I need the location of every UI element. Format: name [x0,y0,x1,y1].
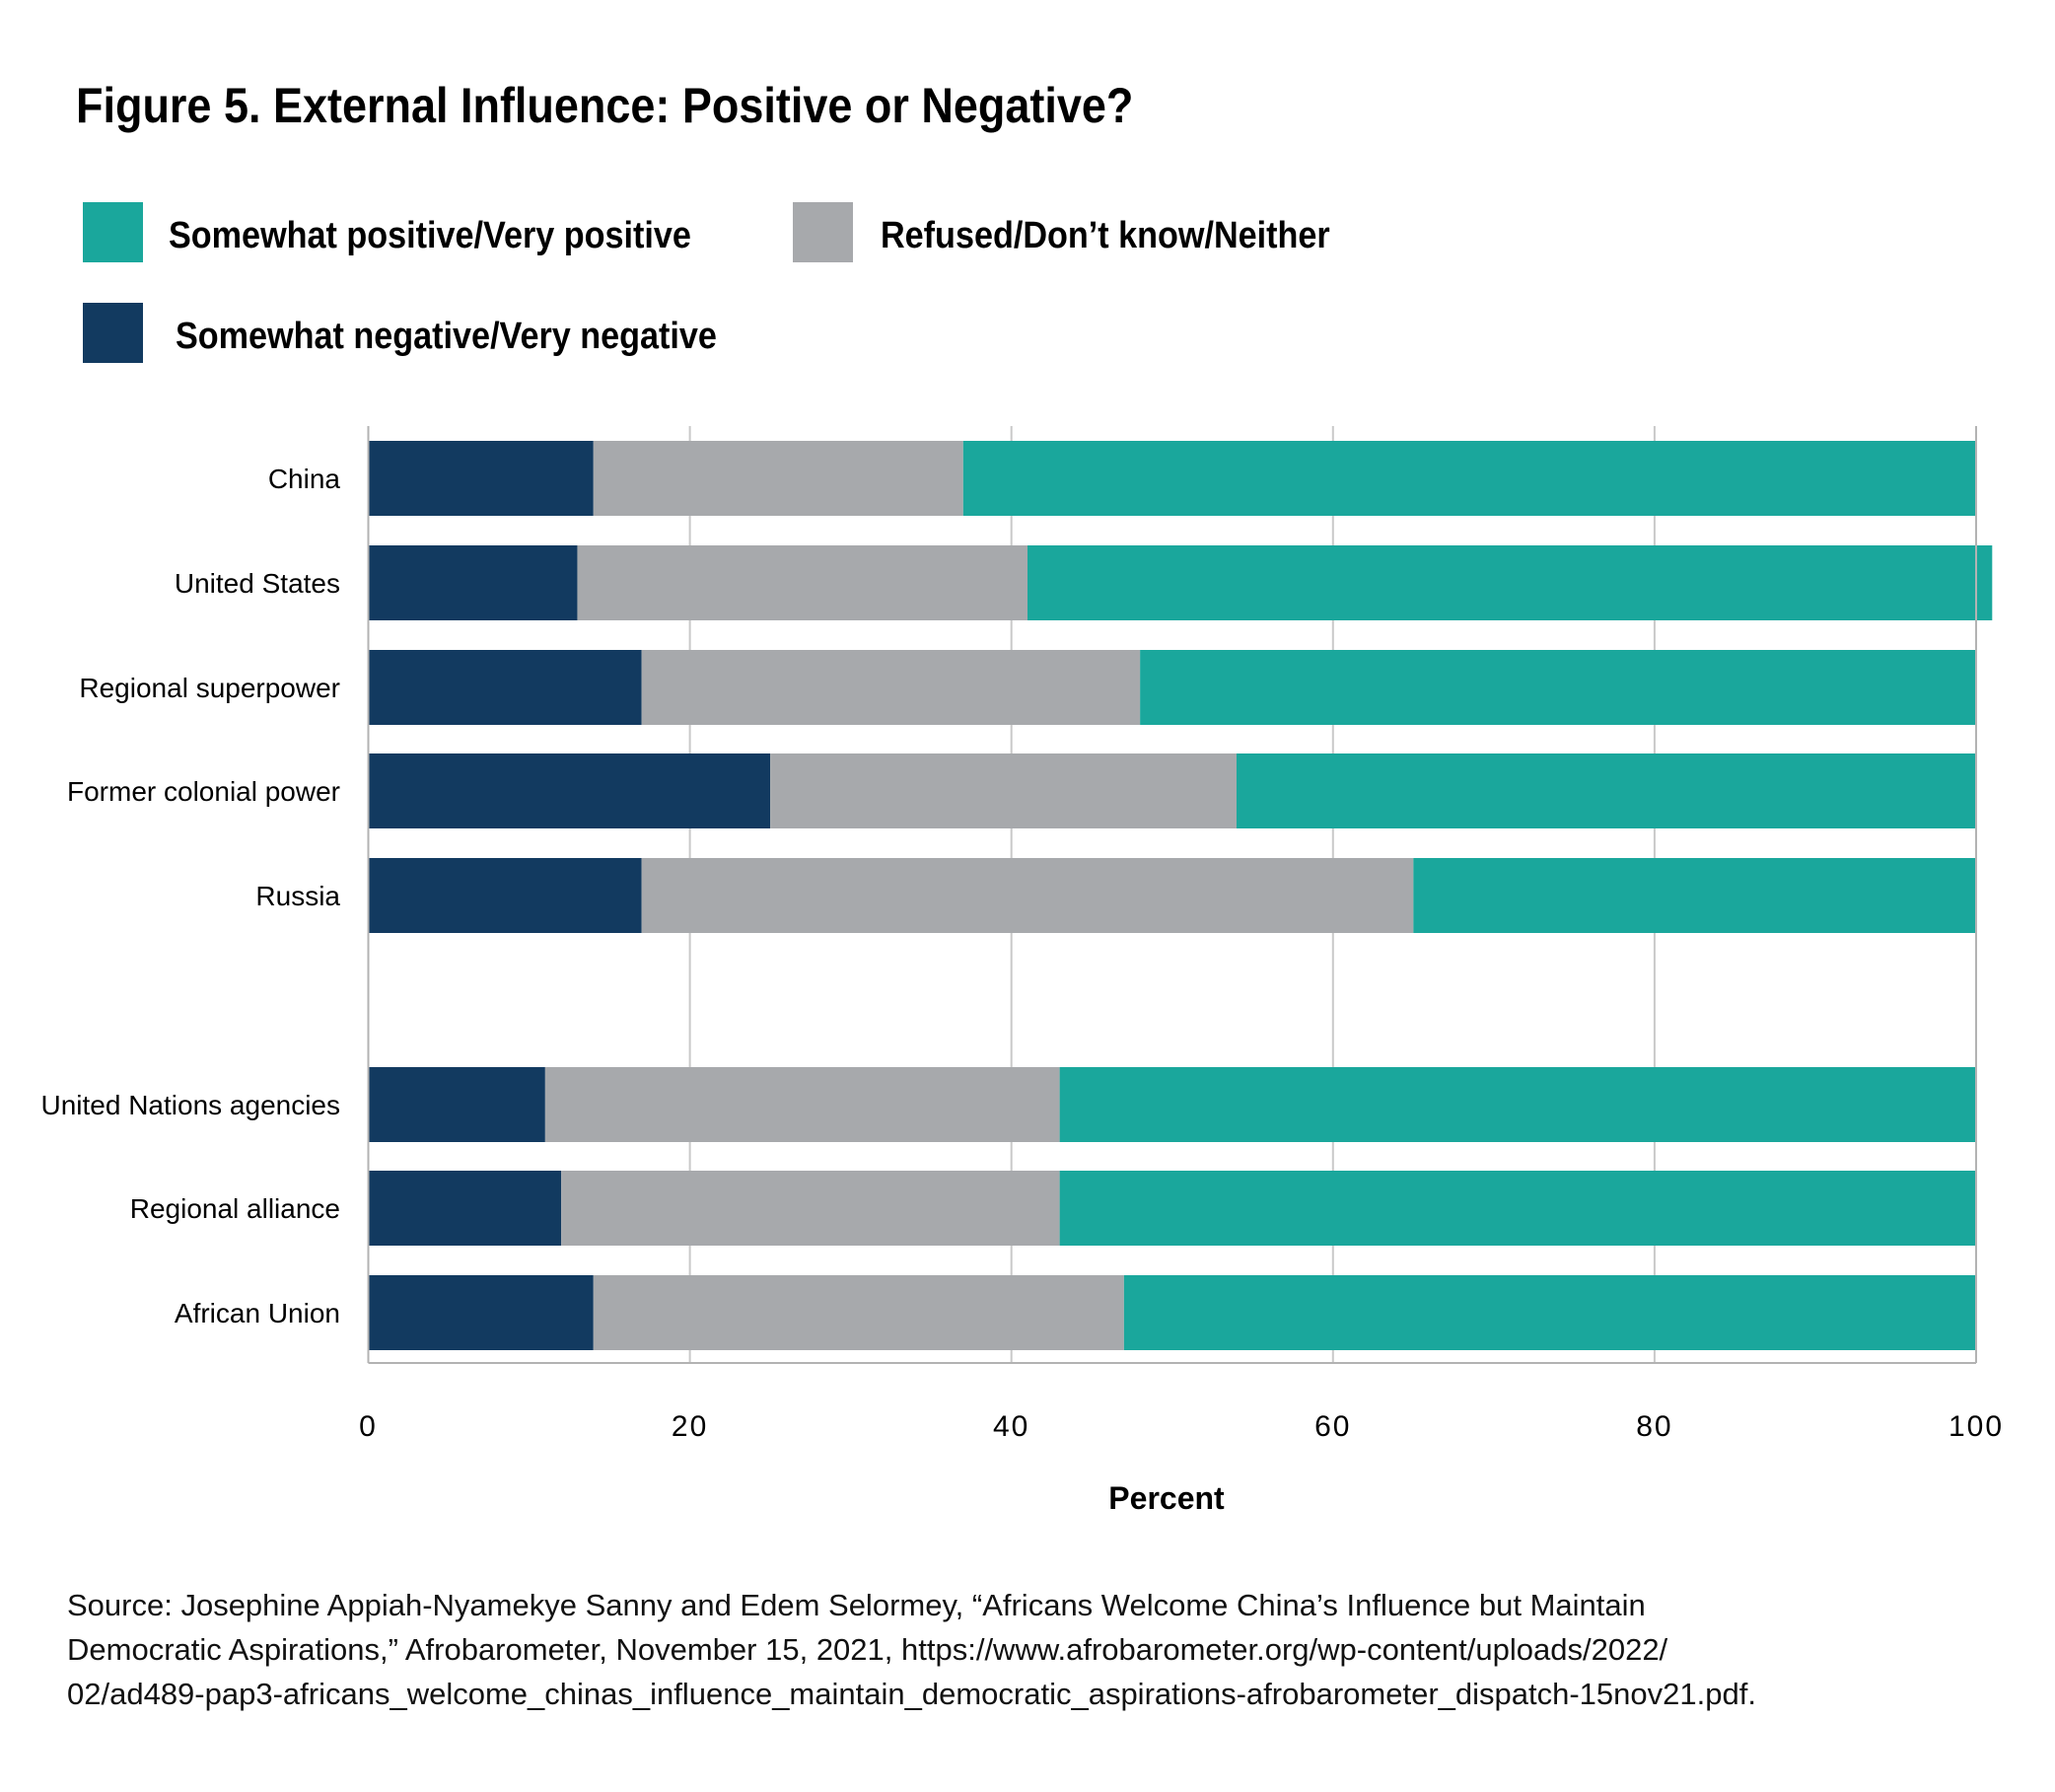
bar-segment-somewhat-negative [368,1067,545,1142]
x-tick-label: 20 [672,1410,708,1443]
bar-segment-somewhat-negative [368,545,578,620]
bar-segment-somewhat-positive [1059,1171,1976,1246]
legend-label-negative: Somewhat negative/Very negative [176,314,717,356]
category-label: Regional superpower [79,673,340,703]
category-label: African Union [175,1298,340,1328]
bar-segment-somewhat-negative [368,1171,562,1246]
category-label: Regional alliance [130,1193,340,1224]
bar-segment-somewhat-positive [1140,650,1976,725]
category-labels: China United States Regional superpower For… [40,464,340,1328]
bar-segment-somewhat-positive [1413,858,1976,933]
legend-item-neither: Refused/Don’t know/Neither [793,202,1330,262]
bar-row [368,441,1977,516]
bar-segment-somewhat-negative [368,1275,594,1350]
bar-segment-somewhat-negative [368,441,594,516]
chart-title: Figure 5. External Influence: Positive o… [76,79,1133,134]
category-label: United States [175,568,340,599]
bar-segment-somewhat-negative [368,858,642,933]
bar-segment-refused [577,545,1028,620]
legend-swatch-negative [83,303,143,363]
legend-item-positive: Somewhat positive/Very positive [83,202,691,262]
legend-swatch-positive [83,202,143,262]
bar-segment-somewhat-negative [368,753,771,828]
bar-segment-refused [641,650,1141,725]
source-line-1: Source: Josephine Appiah-Nyamekye Sanny … [67,1588,1646,1622]
bar-row [368,545,1993,620]
bar-row [368,650,1976,725]
bar-segment-refused [770,753,1237,828]
bar-segment-refused [561,1171,1060,1246]
legend: Somewhat positive/Very positive Refused/… [83,202,1330,363]
bar-segment-refused [641,858,1414,933]
category-label: China [268,464,341,494]
bar-row [368,858,1976,933]
x-tick-label: 60 [1314,1410,1351,1443]
bar-segment-somewhat-positive [1236,753,1976,828]
bar-segment-somewhat-positive [1028,545,1993,620]
category-label: United Nations agencies [40,1090,340,1120]
bars [368,441,1993,1350]
bar-segment-somewhat-positive [1123,1275,1976,1350]
bar-row [368,1067,1976,1142]
bar-segment-refused [593,1275,1124,1350]
bar-segment-refused [544,1067,1060,1142]
x-tick-label: 80 [1636,1410,1672,1443]
bar-segment-somewhat-positive [962,441,1977,516]
legend-label-neither: Refused/Don’t know/Neither [881,213,1330,255]
axes [367,426,1977,1364]
source-note: Source: Josephine Appiah-Nyamekye Sanny … [67,1588,1756,1711]
x-tick-labels: 0 20 40 60 80 100 [359,1410,2004,1443]
bar-segment-somewhat-positive [1059,1067,1976,1142]
legend-item-negative: Somewhat negative/Very negative [83,303,717,363]
x-tick-label: 100 [1949,1410,2004,1443]
bar-segment-somewhat-negative [368,650,642,725]
x-axis-title: Percent [1108,1480,1225,1516]
bar-row [368,753,1976,828]
bar-segment-refused [593,441,963,516]
category-label: Former colonial power [67,776,340,807]
bar-row [368,1275,1976,1350]
legend-swatch-neither [793,202,853,262]
category-label: Russia [255,881,340,911]
bar-row [368,1171,1976,1246]
source-line-3: 02/ad489-pap3-africans_welcome_chinas_in… [67,1677,1756,1711]
source-line-2: Democratic Aspirations,” Afrobarometer, … [67,1632,1668,1667]
x-tick-label: 0 [359,1410,378,1443]
legend-label-positive: Somewhat positive/Very positive [169,213,691,255]
x-tick-label: 40 [993,1410,1029,1443]
